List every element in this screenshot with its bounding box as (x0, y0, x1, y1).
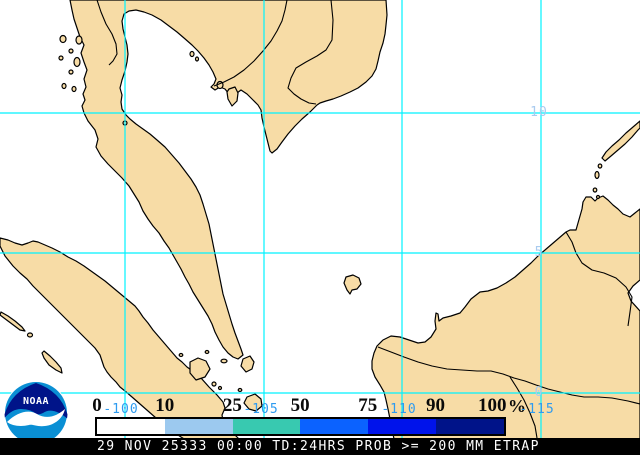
island (592, 187, 598, 193)
island (71, 85, 77, 93)
island-natuna (343, 274, 362, 295)
colorbar-segment-1 (164, 419, 233, 434)
island (237, 387, 243, 393)
colorbar-tick-25: 25 (222, 395, 242, 416)
border-borneo-east (509, 376, 538, 439)
island-batam (189, 357, 211, 381)
island (178, 352, 184, 358)
border-borneo-south (377, 346, 640, 405)
status-bar-text: 29 NOV 25333 00:00 TD:24HRS PROB >= 200 … (97, 439, 540, 454)
island (59, 34, 67, 44)
border-myanmar-thailand (96, 0, 118, 66)
latitude-label-5: 5 (534, 245, 544, 260)
island (68, 69, 74, 75)
island (194, 56, 200, 62)
landmass-indochina-malay-peninsula (69, 0, 388, 360)
island-lingga (243, 393, 263, 412)
probability-colorbar (95, 417, 506, 436)
island-west-sumatra (41, 350, 63, 374)
colorbar-tick-75: 75 (358, 395, 378, 416)
island (75, 35, 83, 45)
island (594, 170, 600, 180)
colorbar-tick-0: 0 (92, 395, 102, 416)
island (189, 50, 195, 58)
colorbar-tick-90: 90 (426, 395, 445, 416)
island (73, 56, 81, 68)
logo-text: NOAA (23, 396, 49, 407)
graticule (0, 0, 640, 440)
island (597, 163, 603, 169)
colorbar-segment-4 (368, 419, 437, 434)
longitude-label--105: -105 (243, 402, 279, 417)
logo-sky (4, 383, 68, 420)
longitude-label--110: -110 (381, 402, 417, 417)
island (204, 349, 210, 355)
island-singapore (220, 358, 228, 364)
status-bar: 29 NOV 25333 00:00 TD:24HRS PROB >= 200 … (0, 438, 640, 455)
island-phu-quoc (226, 86, 239, 107)
longitude-label--115: -115 (519, 402, 555, 417)
island-nias (0, 311, 26, 332)
colorbar-segment-5 (436, 419, 504, 434)
border-cambodia-vietnam (287, 0, 334, 105)
island (61, 82, 67, 90)
island (217, 385, 223, 391)
colorbar-segment-2 (232, 419, 301, 434)
island (26, 332, 34, 338)
colorbar-tick-50: 50 (290, 395, 310, 416)
latitude-label-10: 10 (530, 105, 548, 120)
island (68, 48, 74, 54)
border-thailand-cambodia (213, 0, 288, 87)
border-borneo-north (565, 231, 633, 327)
island (595, 194, 601, 200)
noaa-logo: NOAA (4, 381, 68, 445)
colorbar-tick-10: 10 (155, 395, 175, 416)
latitude-label-0: 0 (534, 385, 544, 400)
landmass-palawan (601, 120, 640, 162)
island (58, 55, 64, 61)
political-borders (96, 0, 640, 439)
longitude-label--100: -100 (103, 402, 139, 417)
seagull-icon (7, 409, 65, 427)
colorbar-tick-100: 100 (477, 395, 507, 416)
island (211, 381, 217, 387)
colorbar-segment-3 (300, 419, 369, 434)
island-bintan (240, 355, 255, 373)
colorbar-segment-0 (97, 419, 165, 434)
percent-unit-label: % (508, 396, 526, 416)
